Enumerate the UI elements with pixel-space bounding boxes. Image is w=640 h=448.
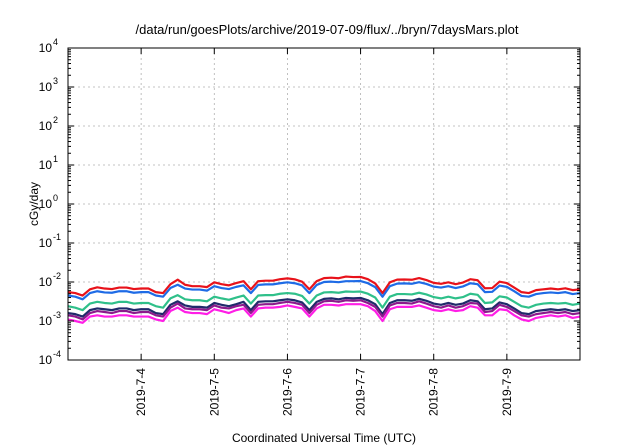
y-tick-label: 10 bbox=[39, 80, 53, 94]
y-tick-label: 10 bbox=[39, 197, 53, 211]
y-tick-exponent: -2 bbox=[53, 271, 61, 281]
y-tick-exponent: 0 bbox=[53, 193, 58, 203]
x-tick-label: 2019-7-5 bbox=[207, 368, 221, 416]
y-tick-exponent: 4 bbox=[53, 37, 58, 47]
y-tick-label: 10 bbox=[39, 41, 53, 55]
series-group bbox=[67, 275, 581, 324]
series-green-line bbox=[67, 290, 581, 312]
series-blue-line bbox=[67, 279, 581, 301]
y-tick-exponent: 2 bbox=[53, 115, 58, 125]
chart-title: /data/run/goesPlots/archive/2019-07-09/f… bbox=[136, 22, 519, 37]
y-tick-label: 10 bbox=[39, 158, 53, 172]
x-tick-label: 2019-7-7 bbox=[354, 368, 368, 416]
x-axis-label: Coordinated Universal Time (UTC) bbox=[232, 431, 416, 445]
y-tick-label: 10 bbox=[39, 275, 53, 289]
y-tick-label: 10 bbox=[39, 353, 53, 367]
series-magenta-line bbox=[67, 303, 581, 324]
y-axis-label: cGy/day bbox=[27, 182, 41, 226]
y-tick-exponent: 3 bbox=[53, 76, 58, 86]
ticks bbox=[68, 47, 580, 361]
y-tick-label: 10 bbox=[39, 236, 53, 250]
x-tick-label: 2019-7-9 bbox=[500, 368, 514, 416]
grid bbox=[68, 48, 580, 360]
x-tick-label: 2019-7-8 bbox=[427, 368, 441, 416]
series-red-line bbox=[67, 275, 581, 297]
y-tick-label: 10 bbox=[39, 314, 53, 328]
x-tick-label: 2019-7-6 bbox=[280, 368, 294, 416]
y-tick-exponent: 1 bbox=[53, 154, 58, 164]
series-purple-line bbox=[67, 299, 581, 321]
y-tick-exponent: -4 bbox=[53, 349, 61, 359]
y-tick-exponent: -3 bbox=[53, 310, 61, 320]
y-tick-exponent: -1 bbox=[53, 232, 61, 242]
series-navy-line bbox=[67, 296, 581, 318]
x-tick-labels: 2019-7-4 2019-7-5 2019-7-6 2019-7-7 2019-7-8… bbox=[134, 368, 514, 416]
x-tick-label: 2019-7-4 bbox=[134, 368, 148, 416]
y-tick-label: 10 bbox=[39, 119, 53, 133]
